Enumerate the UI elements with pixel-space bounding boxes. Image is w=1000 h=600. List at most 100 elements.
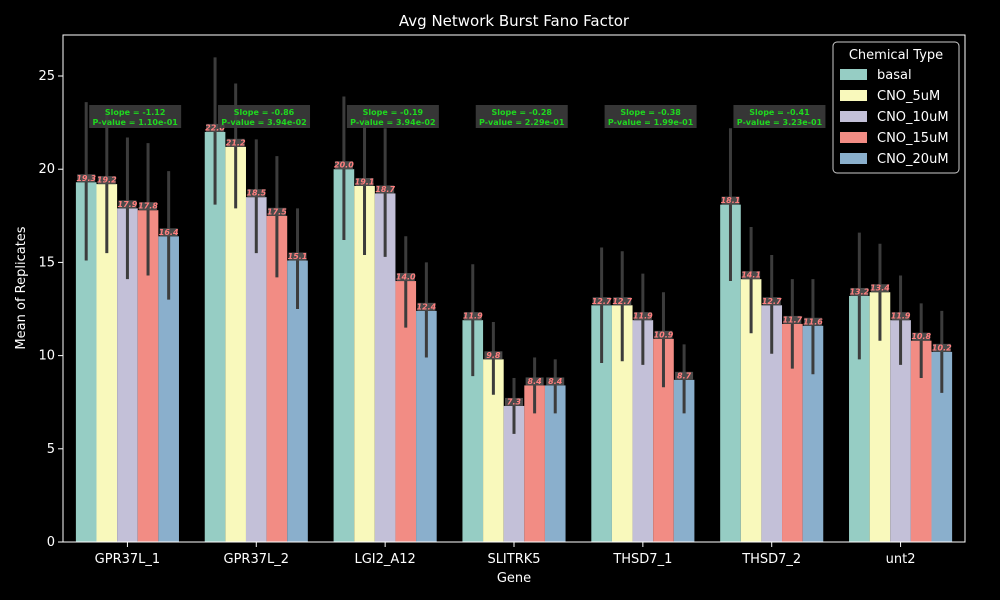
bar: [653, 338, 674, 542]
bar: [75, 182, 97, 543]
bar: [96, 184, 118, 542]
bar-label-box: [613, 297, 632, 306]
x-tick-label: GPR37L_2: [224, 552, 290, 567]
bar-label-box: [546, 377, 565, 386]
bar-label-box: [850, 287, 869, 296]
bar-value-label: 12.7: [612, 297, 632, 306]
bar: [931, 351, 953, 542]
p-value-text: P-value = 1.99e-01: [608, 118, 694, 127]
y-tick-label: 0: [47, 535, 55, 550]
bar-value-label: 12.4: [417, 302, 437, 311]
bar-value-label: 12.7: [762, 297, 782, 306]
x-tick-label: LGI2_A12: [354, 552, 415, 567]
bar: [137, 210, 159, 542]
bar-value-label: 10.2: [932, 343, 952, 352]
bar-label-box: [633, 312, 652, 321]
bar-value-label: 17.8: [138, 202, 158, 211]
bar: [416, 310, 437, 542]
bar: [117, 208, 138, 543]
bar-label-box: [206, 123, 225, 132]
bar-label-box: [675, 371, 694, 380]
bar-label-box: [139, 202, 158, 211]
bar-label-box: [376, 185, 395, 194]
bar-value-label: 18.1: [721, 196, 741, 205]
bar-value-label: 7.3: [507, 397, 522, 406]
bar-label-box: [267, 207, 286, 216]
bar-label-box: [932, 343, 951, 352]
x-tick-label: SLITRK5: [487, 552, 540, 567]
bar: [462, 320, 484, 542]
legend-swatch: [840, 90, 867, 101]
bar-label-box: [505, 397, 523, 406]
bar-label-box: [592, 297, 611, 306]
plot-frame: [62, 34, 966, 543]
bar-value-label: 11.9: [891, 312, 911, 321]
bar-label-box: [721, 196, 740, 205]
legend-swatch: [840, 153, 867, 164]
annotation-box: [475, 105, 568, 128]
y-tick-label: 10: [38, 349, 55, 364]
slope-text: Slope = -0.28: [491, 108, 552, 117]
legend-entry-label: CNO_5uM: [877, 89, 940, 104]
legend-swatch: [840, 132, 867, 143]
slope-text: Slope = -0.19: [363, 108, 424, 117]
bar-value-label: 13.2: [849, 287, 869, 296]
bar-value-label: 17.9: [118, 200, 138, 209]
bar: [354, 185, 375, 542]
bar-label-box: [159, 228, 178, 237]
bar: [204, 131, 226, 543]
bar-label-box: [803, 317, 822, 326]
bar-value-label: 8.4: [528, 377, 543, 386]
bar: [740, 279, 762, 542]
bar-value-label: 13.4: [870, 284, 890, 293]
bar-label-box: [870, 284, 889, 293]
bar-label-box: [525, 377, 544, 386]
y-tick-label: 20: [38, 162, 55, 177]
slope-text: Slope = -0.86: [234, 108, 295, 117]
bar-label-box: [762, 297, 781, 306]
bar: [158, 236, 179, 542]
legend-entry-label: CNO_10uM: [877, 110, 949, 125]
bar-label-box: [247, 189, 266, 198]
bar-value-label: 17.5: [267, 207, 287, 216]
bar-label-box: [97, 176, 116, 185]
bar: [782, 323, 803, 542]
bar-value-label: 11.9: [463, 312, 483, 321]
legend-entry-label: basal: [877, 68, 912, 83]
bar: [591, 305, 612, 542]
bar-value-label: 21.2: [226, 138, 246, 147]
legend-title: Chemical Type: [849, 48, 943, 63]
bar-label-box: [912, 332, 931, 341]
bar: [503, 405, 525, 542]
bar: [869, 292, 891, 542]
bar: [374, 193, 396, 542]
bar: [761, 305, 783, 542]
bar-value-label: 12.7: [592, 297, 612, 306]
bar: [802, 325, 824, 542]
plot-area: 0 5 10 15 20 25 GPR37L_1 GPR37L_2 LGI2_A12 SLITRK…: [38, 57, 955, 567]
bar-value-label: 8.4: [548, 377, 563, 386]
x-tick-label: GPR37L_1: [95, 552, 161, 567]
p-value-text: P-value = 2.29e-01: [479, 118, 565, 127]
p-value-text: P-value = 3.94e-02: [221, 118, 306, 127]
bar-label-box: [891, 312, 910, 321]
x-tick-label: THSD7_2: [741, 552, 801, 567]
annotation-box: [604, 105, 697, 128]
bar-value-label: 18.5: [246, 189, 266, 198]
bar-label-box: [463, 312, 482, 321]
bar-value-label: 10.9: [654, 330, 674, 339]
bar-label-box: [654, 330, 673, 339]
bar-value-label: 15.1: [288, 252, 308, 261]
bar-value-label: 20.0: [334, 161, 354, 170]
slope-text: Slope = -0.38: [620, 108, 681, 117]
bar-value-label: 11.6: [803, 317, 823, 326]
bar: [524, 385, 545, 542]
y-tick-label: 25: [38, 69, 55, 84]
bar: [287, 260, 308, 542]
bar-value-label: 18.7: [375, 185, 395, 194]
annotation-box: [733, 105, 826, 128]
bar-label-box: [396, 273, 415, 282]
annotation-box: [218, 105, 311, 128]
bar-label-box: [334, 161, 353, 170]
